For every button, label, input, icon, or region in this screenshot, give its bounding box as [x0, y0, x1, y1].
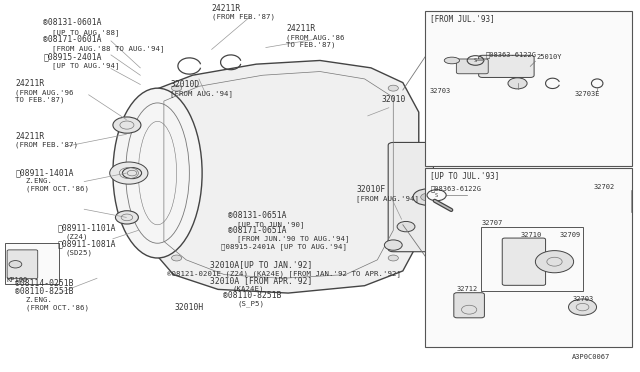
Text: [UP TO AUG.'94]: [UP TO AUG.'94] — [52, 62, 120, 69]
Circle shape — [388, 255, 398, 261]
Circle shape — [9, 260, 22, 268]
Circle shape — [385, 240, 402, 250]
Text: [UP TO JUL.'93]: [UP TO JUL.'93] — [429, 171, 499, 180]
Text: 32010D: 32010D — [170, 80, 200, 89]
Text: 32010A[UP TO JAN.'92]: 32010A[UP TO JAN.'92] — [211, 260, 313, 269]
Text: ®08131-0601A: ®08131-0601A — [44, 18, 102, 28]
Text: 32703: 32703 — [572, 296, 593, 302]
Text: Ⓧ08915-2401A [UP TO AUG.'94]: Ⓧ08915-2401A [UP TO AUG.'94] — [221, 243, 348, 250]
Text: (FROM FEB.'87): (FROM FEB.'87) — [15, 141, 79, 148]
FancyBboxPatch shape — [7, 250, 38, 279]
Text: ®08121-0201E (Z24) (KA24E) [FROM JAN.'92 TO APR.'92]: ®08121-0201E (Z24) (KA24E) [FROM JAN.'92… — [167, 270, 401, 277]
Circle shape — [172, 85, 182, 91]
Circle shape — [508, 78, 527, 89]
Text: [FROM AUG.'94]: [FROM AUG.'94] — [170, 90, 233, 97]
Text: 32709: 32709 — [559, 232, 581, 238]
Text: TO FEB.'87): TO FEB.'87) — [286, 41, 336, 48]
FancyBboxPatch shape — [454, 293, 484, 318]
Text: 32707: 32707 — [482, 220, 503, 226]
Text: ®08110-8251B: ®08110-8251B — [15, 287, 74, 296]
Text: (SD25): (SD25) — [65, 249, 92, 256]
Text: 25010Y: 25010Y — [537, 54, 562, 60]
Text: [FROM AUG.'94]: [FROM AUG.'94] — [356, 195, 419, 202]
Circle shape — [397, 221, 415, 232]
Text: Ⓞ08911-1401A: Ⓞ08911-1401A — [15, 169, 74, 178]
FancyBboxPatch shape — [388, 142, 433, 252]
Text: Ⓧ08915-2401A: Ⓧ08915-2401A — [44, 52, 102, 61]
Text: (FROM AUG.'96: (FROM AUG.'96 — [15, 89, 74, 96]
Circle shape — [388, 85, 398, 91]
Circle shape — [109, 162, 148, 184]
FancyBboxPatch shape — [479, 55, 534, 77]
Text: 32703E: 32703E — [575, 91, 600, 97]
Circle shape — [115, 211, 138, 224]
Text: KP100: KP100 — [6, 277, 28, 283]
Text: Ⓞ08911-1081A: Ⓞ08911-1081A — [58, 240, 116, 248]
Text: Z.ENG.: Z.ENG. — [26, 297, 52, 303]
FancyBboxPatch shape — [425, 167, 632, 347]
Text: ®08171-0601A: ®08171-0601A — [44, 35, 102, 44]
FancyBboxPatch shape — [502, 238, 545, 285]
Text: ®08114-0251B: ®08114-0251B — [15, 279, 74, 288]
Text: (S_P5): (S_P5) — [237, 300, 264, 307]
Text: (KA24E): (KA24E) — [232, 285, 264, 292]
Text: 32010A [FROM APR.'92]: 32010A [FROM APR.'92] — [211, 276, 313, 285]
Text: [FROM JUL.'93]: [FROM JUL.'93] — [429, 14, 494, 23]
Text: [FROM AUG.'88 TO AUG.'94]: [FROM AUG.'88 TO AUG.'94] — [52, 45, 165, 52]
Text: 32010: 32010 — [381, 95, 406, 104]
Text: Ⓝ08363-6122G: Ⓝ08363-6122G — [486, 51, 537, 58]
Text: 32712: 32712 — [457, 286, 478, 292]
Text: (FROM OCT.'86): (FROM OCT.'86) — [26, 186, 88, 192]
Text: (FROM AUG.'86: (FROM AUG.'86 — [286, 34, 345, 41]
Text: 24211R: 24211R — [15, 132, 45, 141]
Circle shape — [113, 117, 141, 133]
Text: 24211R: 24211R — [15, 79, 45, 88]
Text: ®08131-0651A: ®08131-0651A — [228, 212, 287, 221]
Text: 32703: 32703 — [429, 88, 451, 94]
Text: 24211R: 24211R — [212, 4, 241, 13]
Text: TO FEB.'87): TO FEB.'87) — [15, 97, 65, 103]
Text: [UP TO JUN.'90]: [UP TO JUN.'90] — [237, 221, 305, 228]
Polygon shape — [154, 61, 419, 293]
Circle shape — [568, 299, 596, 315]
Text: Ⓝ08363-6122G: Ⓝ08363-6122G — [430, 186, 481, 192]
Text: ®08110-8251B: ®08110-8251B — [223, 291, 282, 300]
Text: S: S — [435, 193, 438, 198]
Text: [FROM JUN.'90 TO AUG.'94]: [FROM JUN.'90 TO AUG.'94] — [237, 235, 349, 243]
Text: 32010H: 32010H — [175, 304, 204, 312]
Circle shape — [536, 251, 573, 273]
Text: (Z24): (Z24) — [65, 233, 88, 240]
Text: A3P0C0067: A3P0C0067 — [572, 354, 611, 360]
Text: (FROM OCT.'86): (FROM OCT.'86) — [26, 304, 88, 311]
Text: (FROM FEB.'87): (FROM FEB.'87) — [212, 14, 275, 20]
Circle shape — [122, 167, 141, 179]
Text: Ⓞ08911-1101A: Ⓞ08911-1101A — [58, 223, 116, 232]
Text: 32710: 32710 — [521, 232, 542, 238]
Text: S: S — [474, 58, 477, 63]
Text: 24211R: 24211R — [286, 24, 316, 33]
FancyBboxPatch shape — [425, 11, 632, 166]
Text: [UP TO AUG.'88]: [UP TO AUG.'88] — [52, 29, 120, 36]
Circle shape — [420, 193, 433, 201]
Text: 32010F: 32010F — [356, 185, 385, 194]
Text: ®08171-0651A: ®08171-0651A — [228, 226, 287, 235]
Text: Z.ENG.: Z.ENG. — [26, 179, 52, 185]
Circle shape — [413, 189, 441, 205]
FancyBboxPatch shape — [4, 243, 59, 284]
Ellipse shape — [113, 88, 202, 258]
Text: 32702: 32702 — [594, 184, 615, 190]
FancyBboxPatch shape — [456, 59, 488, 74]
Circle shape — [172, 255, 182, 261]
Ellipse shape — [444, 57, 460, 64]
